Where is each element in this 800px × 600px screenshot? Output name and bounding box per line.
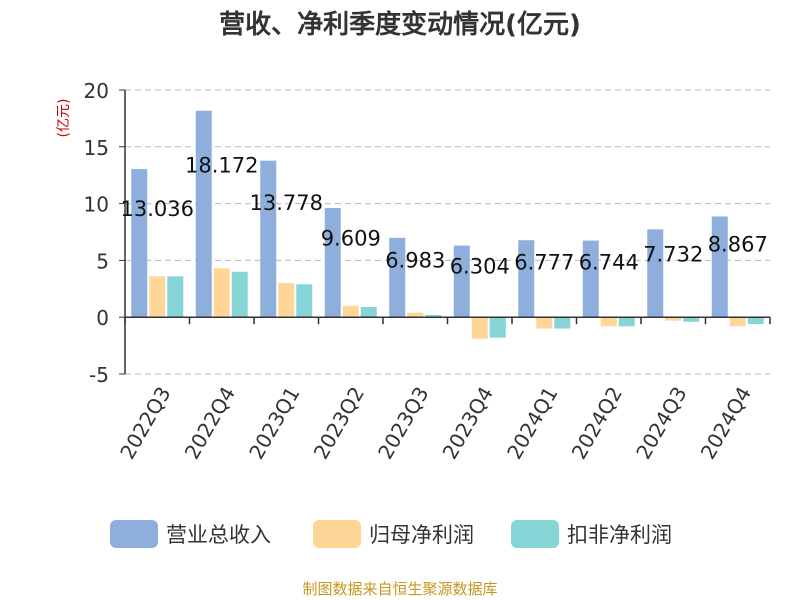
data-label: 13.778 [250, 191, 323, 215]
legend-swatch [511, 520, 559, 548]
x-tick-label: 2024Q3 [631, 383, 691, 464]
x-tick-label: 2022Q3 [115, 383, 175, 464]
bar [489, 317, 506, 338]
x-tick-label: 2023Q3 [373, 383, 433, 464]
legend-label: 营业总收入 [166, 523, 271, 547]
y-axis-unit-label: (亿元) [56, 99, 72, 138]
bar [296, 284, 313, 318]
x-tick-label: 2022Q4 [180, 383, 240, 464]
bar [407, 312, 424, 318]
bar [231, 271, 248, 318]
gridlines [125, 89, 770, 375]
bar [518, 240, 535, 318]
x-tick-label: 2024Q1 [502, 383, 562, 464]
bar [683, 317, 700, 322]
data-label: 6.983 [385, 249, 445, 273]
bar [389, 237, 406, 318]
data-label: 6.304 [450, 254, 510, 278]
y-tick-label: 5 [96, 249, 109, 273]
bar [711, 216, 728, 318]
x-tick-label: 2023Q4 [438, 383, 498, 464]
data-label: 8.867 [708, 233, 768, 257]
bar [554, 317, 571, 329]
bar [453, 245, 470, 318]
chart-title: 营收、净利季度变动情况(亿元) [219, 10, 581, 40]
bar [618, 317, 635, 327]
data-label: 9.609 [321, 226, 381, 250]
bar [729, 317, 746, 327]
bar [360, 306, 377, 318]
bar [260, 160, 277, 318]
y-tick-label: 20 [84, 79, 109, 103]
bar [536, 317, 553, 329]
legend: 营业总收入 归母净利润 扣非净利润 [110, 520, 672, 548]
y-tick-label: 0 [96, 306, 109, 330]
y-tick-label: -5 [89, 363, 109, 387]
bar [278, 283, 295, 318]
bar [425, 314, 442, 318]
legend-swatch [313, 520, 361, 548]
bar [167, 276, 184, 318]
x-tick-label: 2023Q2 [309, 383, 369, 464]
bar [131, 169, 148, 318]
bar [647, 229, 664, 318]
data-label: 13.036 [121, 197, 194, 221]
bar [342, 305, 359, 318]
data-label: 6.744 [579, 251, 639, 275]
bar [600, 317, 617, 327]
x-tick-label: 2024Q2 [567, 383, 627, 464]
legend-label: 扣非净利润 [567, 523, 672, 547]
bar [149, 276, 166, 318]
y-tick-label: 10 [84, 193, 109, 217]
x-tick-label: 2023Q1 [244, 383, 304, 464]
data-source-note: 制图数据来自恒生聚源数据库 [302, 580, 498, 598]
bar [195, 110, 212, 318]
bar [665, 317, 682, 321]
bar [324, 208, 341, 318]
bar [747, 317, 764, 325]
data-label: 18.172 [185, 153, 258, 177]
legend-swatch [110, 520, 158, 548]
data-label: 6.777 [514, 250, 574, 274]
x-tick-label: 2024Q4 [696, 383, 756, 464]
legend-label: 归母净利润 [369, 523, 474, 547]
bar [471, 317, 488, 339]
bar [213, 268, 230, 318]
bars [131, 110, 764, 339]
y-tick-label: 15 [84, 136, 109, 160]
bar [582, 240, 599, 318]
data-label: 7.732 [643, 242, 703, 266]
